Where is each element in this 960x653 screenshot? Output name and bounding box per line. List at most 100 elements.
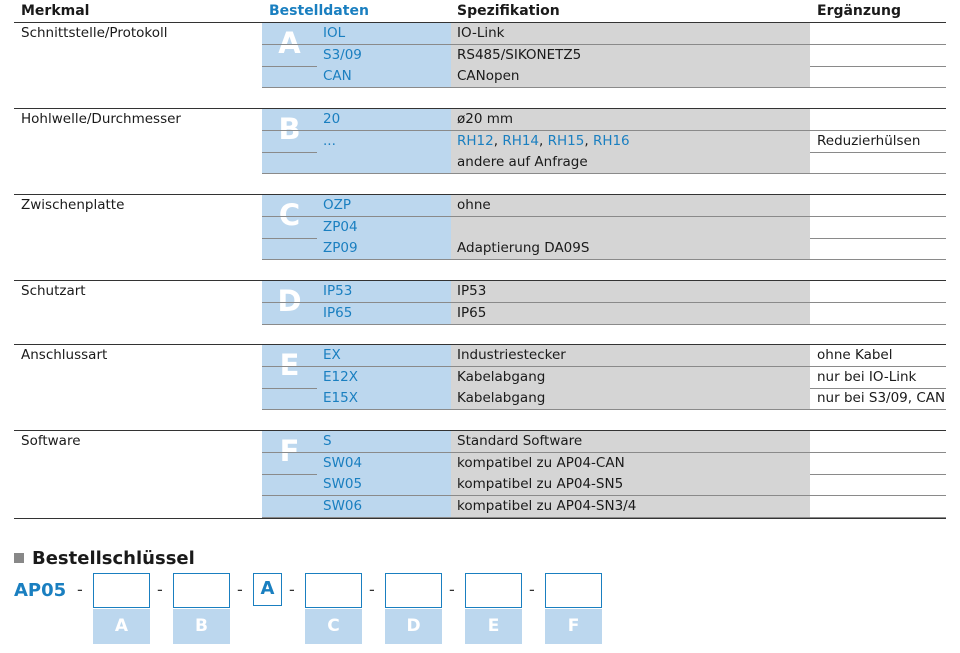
separator: -: [529, 580, 535, 599]
order-code: ...: [317, 130, 451, 152]
specification: kompatibel zu AP04-SN3/4: [451, 495, 810, 517]
spec-separator: ,: [493, 132, 503, 149]
order-key-label-a: A: [93, 609, 150, 644]
merkmal-label: Schutzart: [21, 283, 86, 299]
specification: Kabelabgang: [451, 388, 810, 409]
specification: IO-Link: [451, 23, 810, 44]
separator: -: [77, 580, 83, 599]
order-code: S3/09: [317, 44, 451, 66]
section-divider: [14, 280, 946, 281]
ergaenzung: nur bei IO-Link: [817, 368, 917, 385]
row-divider: [262, 87, 946, 88]
letter-column: [262, 345, 317, 410]
order-key-label-c: C: [305, 609, 362, 644]
header-bestelldaten: Bestelldaten: [269, 3, 369, 19]
section-divider: [14, 430, 946, 431]
separator: -: [237, 580, 243, 599]
specification: Standard Software: [451, 431, 810, 452]
ergaenzung: [810, 431, 946, 452]
specification: andere auf Anfrage: [451, 152, 810, 173]
separator: -: [289, 580, 295, 599]
order-code: ZP09: [317, 238, 451, 259]
specification: ohne: [451, 195, 810, 216]
order-key-field-f[interactable]: [545, 573, 602, 608]
section-divider: [14, 108, 946, 109]
order-code: IP65: [317, 302, 451, 324]
ergaenzung: [810, 23, 946, 44]
ergaenzung: [810, 281, 946, 302]
specification: Adaptierung DA09S: [451, 238, 810, 259]
reducer-sleeve-code: RH16: [592, 132, 630, 149]
spec-separator: ,: [539, 132, 548, 149]
order-key-label-d: D: [385, 609, 442, 644]
order-key-field-b[interactable]: [173, 573, 230, 608]
order-code: [317, 152, 451, 173]
order-code: SW04: [317, 452, 451, 474]
row-divider: [262, 259, 946, 260]
row-divider: [262, 173, 946, 174]
order-key-label-f: F: [545, 609, 602, 644]
section-letter: C: [278, 198, 301, 232]
ergaenzung: [810, 303, 946, 324]
order-key-field-d[interactable]: [385, 573, 442, 608]
specification: kompatibel zu AP04-CAN: [451, 452, 810, 474]
order-code: IP53: [317, 281, 451, 302]
specification: CANopen: [451, 66, 810, 87]
order-code: OZP: [317, 195, 451, 216]
specification: [451, 216, 810, 238]
ergaenzung: [810, 152, 946, 173]
specification: Industriestecker: [451, 345, 810, 366]
order-code: SW05: [317, 474, 451, 495]
merkmal-label: Anschlussart: [21, 347, 108, 363]
merkmal-label: Software: [21, 433, 81, 449]
order-key-field-a[interactable]: [93, 573, 150, 608]
order-key-label-b: B: [173, 609, 230, 644]
specification: RH12, RH14, RH15, RH16: [451, 130, 810, 152]
header-ergaenzung: Ergänzung: [817, 3, 902, 19]
specification: ø20 mm: [451, 109, 810, 130]
ergaenzung: [810, 238, 946, 259]
separator: -: [369, 580, 375, 599]
order-code: IOL: [317, 23, 451, 44]
section-letter: F: [279, 434, 300, 468]
section-letter: D: [277, 284, 302, 318]
order-code: E15X: [317, 388, 451, 409]
order-key-field-e[interactable]: [465, 573, 522, 608]
order-key-fixed-a: A: [253, 573, 282, 606]
ergaenzung: ohne Kabel: [817, 347, 893, 363]
square-bullet-icon: [14, 553, 24, 563]
specification: IP53: [451, 281, 810, 302]
order-code: S: [317, 431, 451, 452]
ergaenzung: [810, 453, 946, 474]
row-divider: [262, 323, 946, 325]
spec-separator: ,: [584, 132, 593, 149]
order-key-field-c[interactable]: [305, 573, 362, 608]
order-code: E12X: [317, 366, 451, 388]
ergaenzung: [810, 109, 946, 130]
ergaenzung: [810, 217, 946, 238]
order-code: ZP04: [317, 216, 451, 238]
ergaenzung: [810, 195, 946, 216]
ergaenzung: [810, 45, 946, 66]
letter-column: [262, 195, 317, 260]
ergaenzung: nur bei S3/09, CAN: [817, 390, 946, 406]
row-divider: [262, 409, 946, 410]
specification: IP65: [451, 302, 810, 324]
ergaenzung: [810, 474, 946, 495]
reducer-sleeve-code: RH15: [547, 132, 585, 149]
order-code: SW06: [317, 495, 451, 517]
letter-column: [262, 109, 317, 174]
order-key-label-e: E: [465, 609, 522, 644]
ergaenzung: [810, 66, 946, 87]
merkmal-label: Hohlwelle/Durchmesser: [21, 111, 181, 127]
header-merkmal: Merkmal: [21, 3, 90, 19]
merkmal-label: Zwischenplatte: [21, 197, 125, 213]
letter-column: [262, 23, 317, 88]
section-letter: E: [279, 348, 300, 382]
order-code: 20: [317, 109, 451, 130]
ergaenzung: [810, 496, 946, 517]
separator: -: [449, 580, 455, 599]
header-spezifikation: Spezifikation: [457, 3, 560, 19]
section-divider: [14, 344, 946, 345]
section-letter: A: [278, 26, 301, 60]
